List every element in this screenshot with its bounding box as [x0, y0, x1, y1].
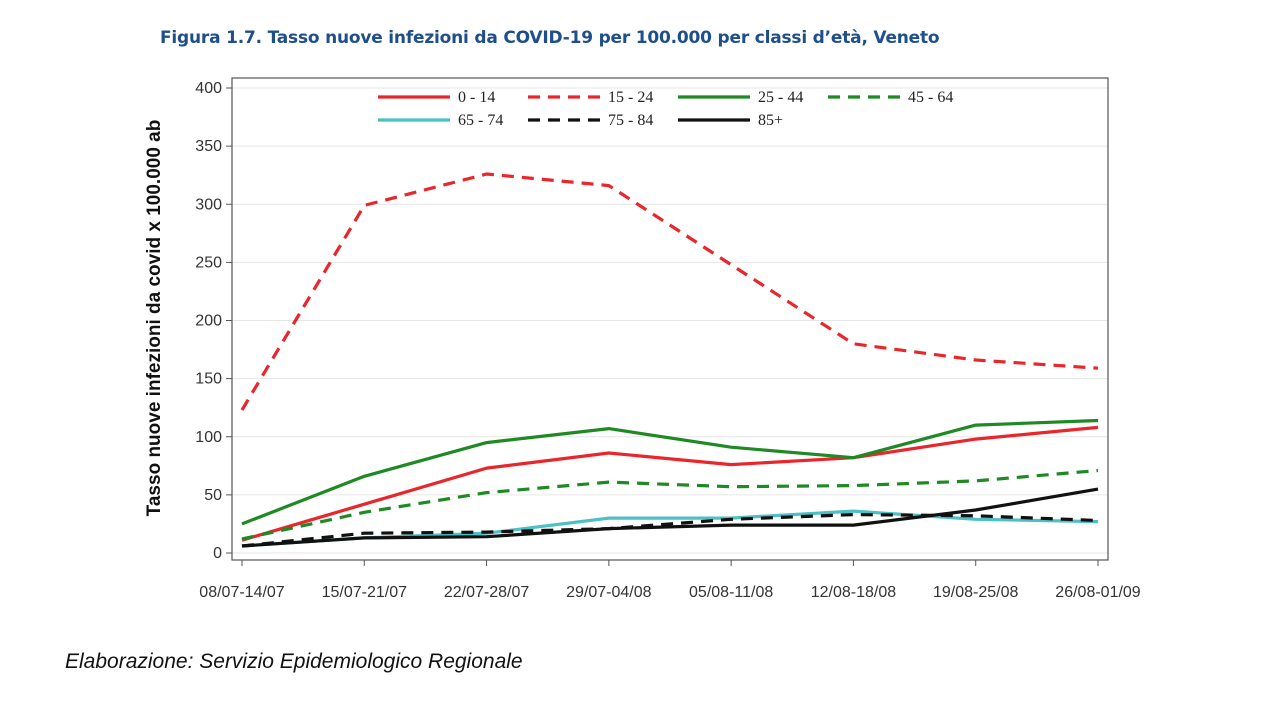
- y-tick-label: 250: [195, 254, 222, 271]
- x-tick-label: 26/08-01/09: [1055, 584, 1141, 601]
- legend-label: 85+: [758, 112, 783, 129]
- x-tick-label: 29/07-04/08: [566, 584, 652, 601]
- x-axis: 08/07-14/07 15/07-21/07 22/07-28/07 29/07-0…: [199, 560, 1141, 601]
- x-tick-label: 15/07-21/07: [322, 584, 408, 601]
- legend-label: 65 - 74: [458, 112, 503, 129]
- y-tick-label: 200: [195, 313, 222, 330]
- series-line-15-24: [240, 172, 1099, 411]
- y-axis: 0 50 100 150 200 250 300 350 400: [195, 80, 232, 562]
- y-tick-label: 350: [195, 138, 222, 155]
- legend-label: 15 - 24: [608, 89, 653, 106]
- y-tick-label: 50: [204, 487, 222, 504]
- y-tick-label: 300: [195, 196, 222, 213]
- series-line-75-84: [241, 512, 1099, 548]
- grid-lines: [232, 87, 1108, 554]
- x-tick-label: 12/08-18/08: [811, 584, 897, 601]
- x-tick-label: 19/08-25/08: [933, 584, 1019, 601]
- y-axis-label: Tasso nuove infezioni da covid x 100.000…: [144, 120, 165, 517]
- y-tick-label: 100: [195, 429, 222, 446]
- x-tick-label: 08/07-14/07: [199, 584, 285, 601]
- figure-title: Figura 1.7. Tasso nuove infezioni da COV…: [160, 28, 940, 48]
- legend-label: 25 - 44: [758, 89, 803, 106]
- series-line-0-14: [241, 425, 1099, 542]
- series-line-25-44: [241, 418, 1099, 526]
- series-lines: [240, 172, 1099, 548]
- legend-label: 75 - 84: [608, 112, 653, 129]
- series-line-45-64: [241, 468, 1099, 541]
- plot-frame: [231, 77, 1109, 561]
- y-tick-label: 400: [195, 80, 222, 97]
- legend-label: 45 - 64: [908, 89, 953, 106]
- y-tick-label: 150: [195, 371, 222, 388]
- y-tick-label: 0: [213, 545, 222, 562]
- series-line-85plus: [241, 487, 1099, 548]
- x-tick-label: 22/07-28/07: [444, 584, 530, 601]
- x-tick-label: 05/08-11/08: [689, 584, 773, 601]
- caption: Elaborazione: Servizio Epidemiologico Re…: [65, 650, 523, 673]
- legend-label: 0 - 14: [458, 89, 495, 106]
- legend: 0 - 14 15 - 24 25 - 44 45 - 64 65 - 74 75 - 8…: [378, 89, 953, 129]
